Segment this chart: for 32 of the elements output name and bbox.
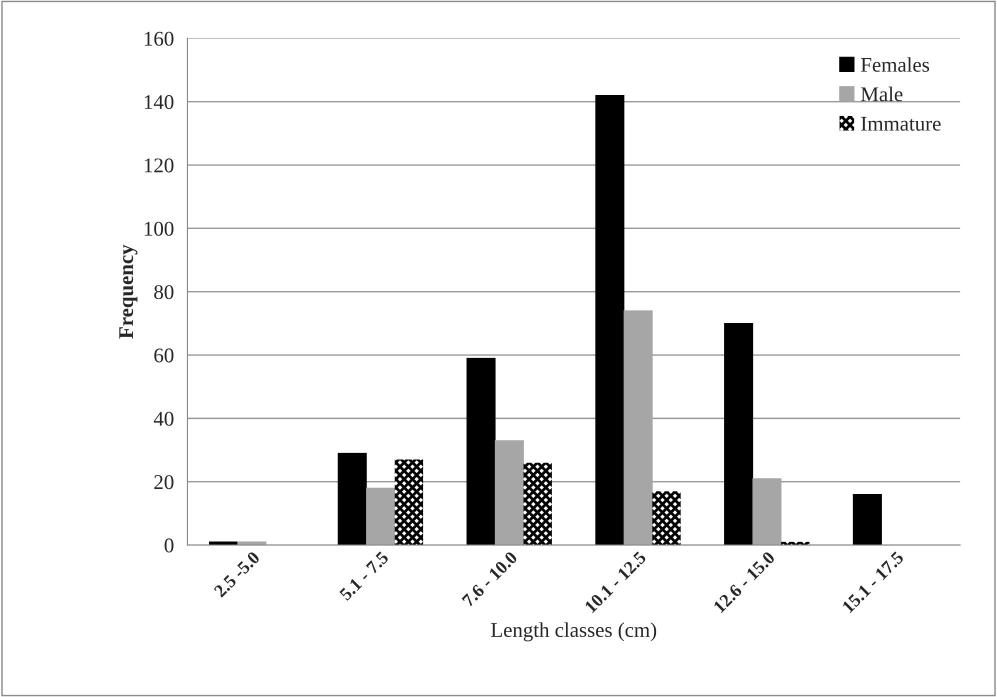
y-tick-label: 0 xyxy=(164,538,174,552)
y-tick-label: 40 xyxy=(154,412,174,426)
x-tick-label: 15.1 - 17.5 xyxy=(842,550,904,614)
bar xyxy=(852,494,882,546)
x-tick-label: 12.6 - 15.0 xyxy=(713,550,776,614)
y-tick-label: 140 xyxy=(144,95,174,110)
bar xyxy=(524,462,552,546)
y-tick-label: 120 xyxy=(144,158,174,172)
bar xyxy=(724,323,754,546)
x-axis-title: Length classes (cm) xyxy=(491,622,656,642)
legend-label: Male xyxy=(860,86,902,102)
x-tick-label: 10.1 - 12.5 xyxy=(584,550,647,614)
bar xyxy=(624,310,653,546)
x-tick-label: 5.1 - 7.5 xyxy=(338,550,390,601)
y-axis-title: Frequency xyxy=(119,244,138,339)
y-tick-label: 80 xyxy=(154,285,174,300)
bar xyxy=(752,478,782,546)
y-tick-label: 160 xyxy=(144,32,174,46)
x-tick-label: 2.5 -5.0 xyxy=(213,550,260,598)
bar xyxy=(595,94,624,546)
x-tick-label: 7.6 - 10.0 xyxy=(462,550,518,608)
bar xyxy=(366,488,396,546)
y-tick-label: 20 xyxy=(154,475,174,490)
bar xyxy=(494,440,524,546)
y-tick-label: 100 xyxy=(144,222,174,236)
bar xyxy=(466,358,496,546)
y-tick-label: 60 xyxy=(154,348,174,362)
bar xyxy=(652,491,681,546)
bar xyxy=(394,460,424,546)
legend-label: Females xyxy=(860,57,930,72)
legend-label: Immature xyxy=(861,116,941,131)
bar xyxy=(338,452,367,546)
